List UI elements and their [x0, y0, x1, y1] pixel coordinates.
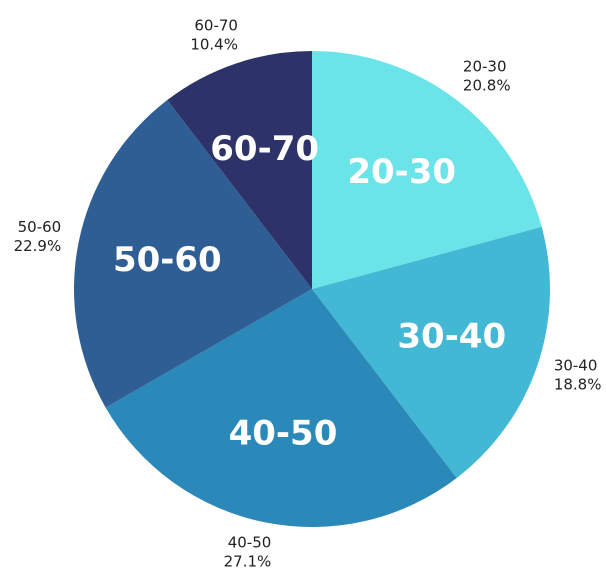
slice-outer-label: 30-40: [554, 357, 598, 375]
slice-percent-label: 27.1%: [224, 552, 272, 570]
slice-inner-labels: 20-30 30-40 40-50 50-60 60-70: [113, 129, 506, 453]
pie-slice-40-50: [105, 289, 457, 527]
pie-slice-20-30: [312, 51, 542, 289]
slice-percent-label: 10.4%: [190, 36, 238, 54]
slice-inner-label: 20-30: [347, 152, 456, 192]
slice-outer-label: 50-60: [18, 218, 62, 236]
slice-outer-label: 60-70: [194, 17, 238, 35]
slice-inner-label: 30-40: [397, 316, 506, 356]
pie-slice-60-70: [167, 51, 312, 289]
slice-inner-label: 60-70: [210, 129, 319, 169]
slice-inner-label: 50-60: [113, 240, 222, 280]
pie-slice-50-60: [74, 100, 312, 408]
slice-percent-label: 22.9%: [14, 237, 62, 255]
slice-percent-label: 18.8%: [554, 376, 602, 394]
pie-slice-30-40: [312, 226, 550, 478]
slice-percent-label: 20.8%: [463, 77, 511, 95]
slice-inner-label: 40-50: [229, 414, 338, 454]
pie-slices: [74, 51, 550, 527]
slice-outer-label: 20-30: [463, 58, 507, 76]
slice-outer-labels: 20-3020.8%30-4018.8%40-5027.1%50-6022.9%…: [14, 17, 602, 571]
slice-outer-label: 40-50: [228, 533, 272, 551]
